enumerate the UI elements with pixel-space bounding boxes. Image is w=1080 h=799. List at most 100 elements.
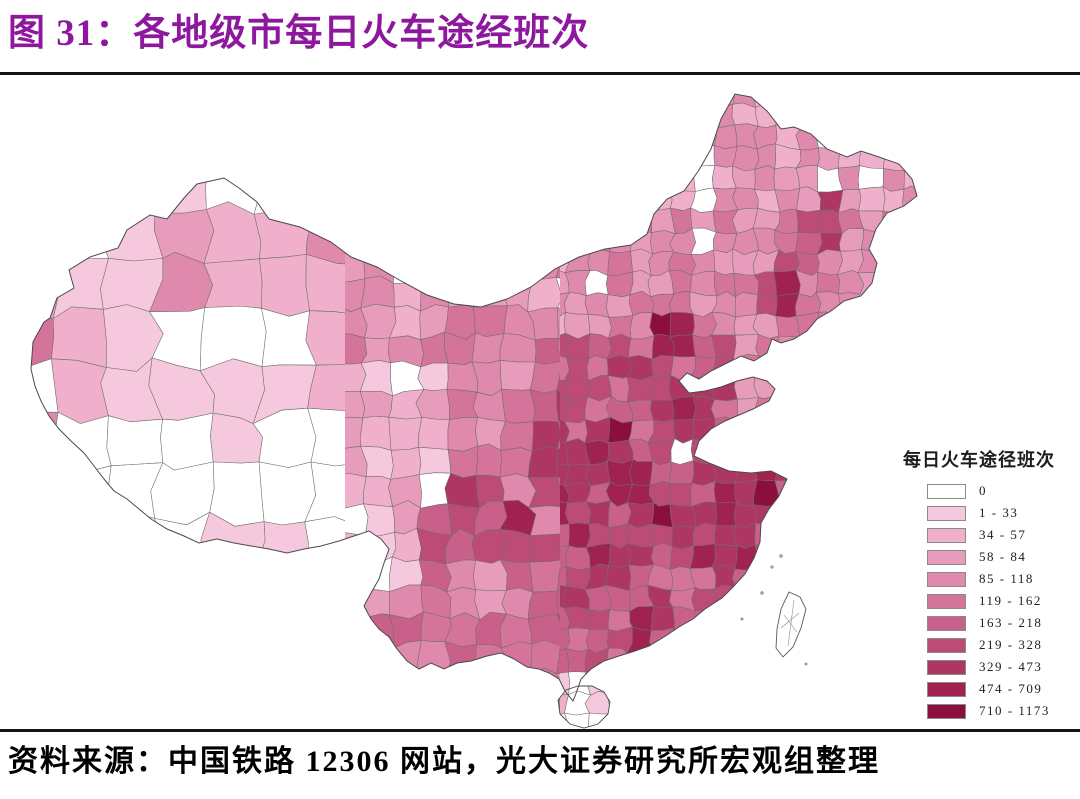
prefecture-region [820, 103, 842, 128]
prefecture-region [388, 94, 421, 111]
prefecture-region [894, 82, 927, 114]
prefecture-region [964, 396, 989, 422]
prefecture-region [20, 692, 45, 715]
prefecture-region [251, 670, 272, 694]
prefecture-region [921, 170, 955, 197]
prefecture-region [615, 56, 646, 86]
prefecture-region [446, 698, 480, 728]
prefecture-region [698, 643, 732, 673]
prefecture-region [249, 567, 274, 591]
prefecture-region [840, 314, 862, 339]
prefecture-region [922, 249, 945, 273]
prefecture-region [83, 504, 114, 534]
prefecture-region [0, 335, 2, 359]
prefecture-region [294, 187, 316, 213]
prefecture-region [808, 360, 844, 395]
prefecture-region [881, 125, 905, 150]
prefecture-region [312, 544, 339, 568]
prefecture-region [21, 543, 41, 567]
prefecture-region [253, 82, 273, 109]
prefecture-region [964, 102, 988, 128]
prefecture-region [39, 208, 66, 234]
prefecture-region [400, 124, 420, 149]
prefecture-region [879, 374, 907, 403]
prefecture-region [817, 375, 843, 402]
prefecture-region [39, 587, 65, 611]
prefecture-region [501, 691, 525, 715]
prefecture-region [670, 438, 694, 465]
prefecture-region [0, 712, 1, 737]
prefecture-region [0, 468, 6, 521]
prefecture-region [410, 48, 471, 112]
prefecture-region [388, 192, 424, 225]
prefecture-region [978, 56, 1010, 88]
prefecture-region [926, 281, 955, 306]
prefecture-region [976, 304, 1011, 337]
prefecture-region [376, 60, 401, 86]
prefecture-region [313, 123, 338, 148]
prefecture-region [921, 136, 950, 172]
prefecture-region [612, 108, 644, 144]
prefecture-region [897, 108, 927, 139]
prefecture-region [166, 106, 190, 126]
prefecture-region [18, 419, 44, 442]
prefecture-region [271, 145, 297, 169]
prefecture-region [861, 102, 884, 129]
prefecture-region [361, 220, 393, 256]
prefecture-region [866, 501, 898, 535]
prefecture-region [195, 782, 227, 799]
prefecture-region [879, 712, 903, 728]
prefecture-region [446, 389, 479, 421]
prefecture-region [669, 82, 702, 112]
prefecture-region [388, 53, 420, 86]
prefecture-region [304, 82, 337, 116]
prefecture-region [102, 628, 129, 653]
prefecture-region [137, 167, 171, 197]
prefecture-region [31, 258, 60, 319]
prefecture-region [251, 690, 276, 716]
prefecture-region [0, 146, 22, 169]
prefecture-region [951, 193, 981, 223]
prefecture-region [354, 715, 379, 738]
prefecture-region [901, 376, 917, 402]
prefecture-region [81, 614, 115, 642]
prefecture-region [54, 81, 86, 112]
prefecture-region [922, 729, 951, 758]
prefecture-region [879, 626, 906, 654]
prefecture-region [858, 292, 886, 316]
prefecture-region [141, 53, 170, 81]
prefecture-region [271, 106, 295, 126]
prefecture-region [19, 585, 43, 611]
prefecture-region [556, 94, 560, 110]
prefecture-region [461, 252, 485, 276]
prefecture-region [814, 530, 842, 564]
prefecture-region [249, 164, 283, 195]
prefecture-region [0, 528, 32, 562]
prefecture-region [840, 461, 864, 486]
prefecture-region [230, 546, 254, 570]
prefecture-region [444, 194, 478, 227]
prefecture-region [628, 691, 653, 716]
prefecture-region [628, 711, 652, 728]
prefecture-region [815, 122, 843, 149]
prefecture-region [650, 399, 675, 422]
prefecture-region [0, 55, 1, 88]
prefecture-region [377, 229, 402, 254]
prefecture-region [41, 501, 64, 527]
prefecture-region [20, 627, 44, 649]
prefecture-region [699, 612, 731, 648]
prefecture-region [879, 775, 903, 799]
prefecture-region [923, 333, 954, 365]
prefecture-region [355, 628, 379, 651]
prefecture-region [500, 167, 536, 201]
prefecture-region [279, 195, 311, 227]
prefecture-region [565, 627, 591, 652]
prefecture-region [355, 167, 379, 192]
prefecture-region [713, 690, 738, 716]
prefecture-region [965, 189, 989, 212]
legend-label: 0 [979, 483, 987, 498]
prefecture-region [564, 146, 591, 171]
prefecture-region [420, 249, 442, 276]
prefecture-region [144, 124, 171, 148]
prefecture-region [474, 644, 505, 677]
